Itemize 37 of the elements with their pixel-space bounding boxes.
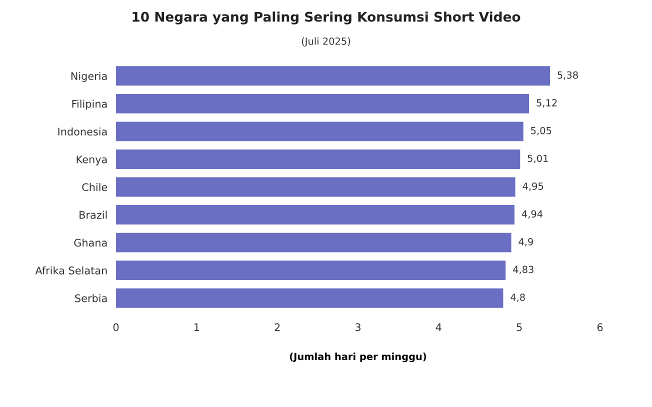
bar [116,66,550,86]
y-tick-label: Serbia [75,294,107,302]
data-label: 5,05 [531,126,552,136]
x-tick-label: 2 [274,323,280,332]
y-tick-label: Nigeria [71,72,107,82]
y-tick-label: Indonesia [58,127,107,136]
y-tick-label: Ghana [74,238,107,247]
bar [116,150,520,169]
data-label: 5,12 [536,99,557,108]
data-label: 4,94 [522,210,543,219]
x-tick-label: 6 [597,323,603,332]
data-label: 5,38 [558,71,578,80]
bar [116,205,514,224]
y-tick-label: Brazil [80,210,107,219]
bar [116,260,506,280]
y-tick-label: Afrika Selatan [35,266,107,274]
x-tick-label: 3 [355,323,360,332]
data-label: 4,8 [510,294,525,302]
x-tick-label: 4 [436,323,442,332]
chart-title: 10 Negara yang Paling Sering Konsumsi Short Video [132,12,520,24]
data-label: 5,01 [528,154,548,164]
bar [116,94,530,114]
data-label: 4,95 [522,182,544,191]
x-axis-title: (Jumlah hari per minggu) [290,352,426,362]
bar [116,288,504,308]
y-tick-label: Kenya [76,156,107,166]
data-label: 4,83 [513,266,534,274]
bar [116,177,516,197]
x-tick-label: 0 [113,323,119,332]
bar [116,122,524,142]
data-label: 4,9 [518,238,533,246]
chart-subtitle: (Juli 2025) [302,37,350,47]
y-tick-label: Chile [82,183,108,192]
x-tick-label: 1 [194,323,200,332]
y-tick-label: Filipina [72,100,107,110]
bar [116,232,512,252]
x-tick-label: 5 [516,323,522,332]
